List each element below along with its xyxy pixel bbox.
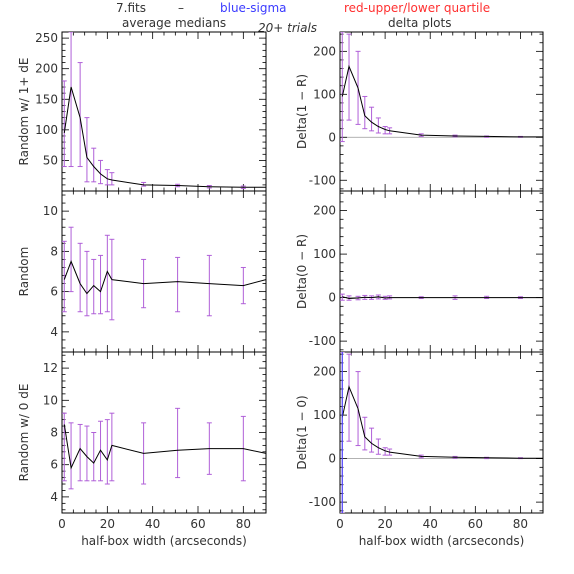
y-tick-label: 200	[313, 204, 336, 218]
x-tick-label: 20	[100, 517, 115, 531]
y-tick-label: 10	[43, 204, 58, 218]
y-tick-label: 200	[313, 365, 336, 379]
y-tick-label: 4	[50, 325, 58, 339]
data-line	[63, 424, 266, 470]
panel-2: -100 0 100 200 Delta(1 − R)	[295, 31, 544, 192]
x-tick-label: 0	[58, 517, 66, 531]
y-axis-label: Delta(1 − 0)	[295, 395, 309, 469]
data-line	[63, 260, 266, 295]
y-axis-label: Delta(1 − R)	[295, 74, 309, 149]
panel-frame	[61, 190, 267, 353]
x-tick-label: 40	[423, 517, 438, 531]
y-tick-label: 250	[35, 31, 58, 45]
legend-dash: –	[178, 1, 184, 15]
x-tick-label: 60	[468, 517, 483, 531]
x-tick-label: 40	[145, 517, 160, 531]
y-tick-label: 0	[328, 452, 336, 466]
panel-3: 4 6 8 10 Random	[17, 190, 267, 353]
y-tick-label: 4	[50, 490, 58, 504]
legend-blue-sigma: blue-sigma	[220, 1, 287, 15]
x-tick-label: 60	[190, 517, 205, 531]
y-tick-label: 6	[50, 458, 58, 472]
y-tick-label: 12	[43, 361, 58, 375]
panel-4: -100 0 100 200 Delta(0 − R)	[295, 190, 544, 353]
y-tick-label: 100	[313, 87, 336, 101]
panel-1: 50 100 150 200 250 Random w/ 1+ dE	[17, 31, 267, 192]
y-axis-label: Random w/ 1+ dE	[17, 58, 31, 166]
y-axis-label: Random	[17, 247, 31, 297]
x-axis-label: half-box width (arcseconds)	[81, 534, 247, 548]
error-bars	[340, 352, 523, 513]
y-tick-label: 100	[35, 123, 58, 137]
y-tick-label: 8	[50, 244, 58, 258]
right-column-title: delta plots	[388, 16, 451, 30]
y-tick-label: 200	[313, 44, 336, 58]
y-tick-label: 6	[50, 285, 58, 299]
y-tick-label: -100	[309, 173, 336, 187]
error-bars	[62, 407, 246, 490]
left-column-title: average medians	[122, 16, 226, 30]
y-tick-label: 100	[313, 247, 336, 261]
file-label: 7.fits	[116, 1, 146, 15]
y-tick-label: 10	[43, 393, 58, 407]
y-axis-label: Random w/ 0 dE	[17, 384, 31, 482]
y-tick-label: 150	[35, 92, 58, 106]
data-line	[342, 296, 543, 300]
x-tick-label: 0	[336, 517, 344, 531]
panel-frame	[339, 351, 544, 514]
error-bars	[340, 32, 523, 143]
y-tick-label: -100	[309, 334, 336, 348]
panel-5: 4 6 8 10 12 0 20 40 60 80 Random w/ 0 dE half-box w…	[17, 351, 267, 548]
y-tick-label: 8	[50, 426, 58, 440]
panel-frame	[61, 31, 267, 192]
panel-frame	[339, 31, 544, 192]
y-tick-label: 200	[35, 62, 58, 76]
legend-red-quartile: red-upper/lower quartile	[344, 1, 490, 15]
panel-frame	[339, 190, 544, 353]
error-bars	[62, 226, 246, 321]
y-tick-label: -100	[309, 495, 336, 509]
y-tick-label: 100	[313, 408, 336, 422]
y-tick-label: 0	[328, 130, 336, 144]
y-tick-label: 50	[43, 153, 58, 167]
x-axis-label: half-box width (arcseconds)	[359, 534, 525, 548]
data-line	[341, 385, 543, 459]
data-line	[63, 86, 266, 188]
data-line	[341, 64, 543, 138]
trials-label: 20+ trials	[258, 21, 317, 35]
x-tick-label: 20	[377, 517, 392, 531]
x-tick-label: 80	[513, 517, 528, 531]
error-bars	[62, 32, 246, 190]
y-tick-label: 0	[328, 291, 336, 305]
x-tick-label: 80	[236, 517, 251, 531]
y-axis-label: Delta(0 − R)	[295, 234, 309, 309]
